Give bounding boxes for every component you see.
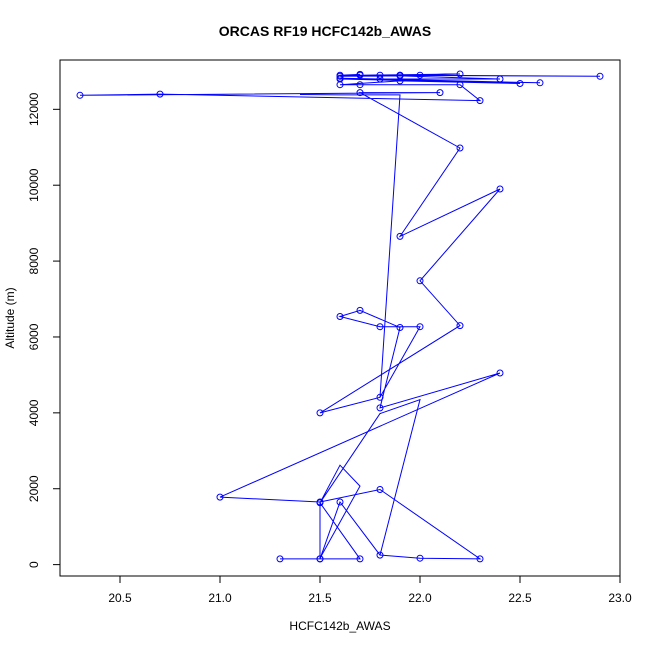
data-point [416,554,424,562]
y-tick-label: 10000 [27,168,41,202]
data-point [416,323,424,331]
data-point [416,71,424,79]
y-tick-label: 0 [27,561,41,568]
y-tick-label: 4000 [27,399,41,426]
chart-title: ORCAS RF19 HCFC142b_AWAS [219,23,431,39]
y-tick-label: 2000 [27,475,41,502]
data-point [416,277,424,285]
data-point [516,80,524,87]
data-point [336,498,344,506]
data-point [356,81,364,89]
data-point [276,555,284,563]
data-point [316,555,324,563]
data-point [456,322,464,330]
data-point [476,97,484,105]
data-point [376,323,384,331]
series-line [79,73,601,560]
x-tick-label: 23.0 [608,591,632,605]
y-tick-label: 6000 [27,323,41,350]
data-point [396,71,404,79]
data-point [336,74,344,82]
data-point [316,498,324,506]
x-axis: 20.5 21.0 21.5 22.0 22.5 23.0 [108,576,632,605]
data-point [456,81,464,89]
data-point [376,75,384,83]
series-connector-line [319,398,421,559]
data-point [376,551,384,559]
data-point [356,306,364,314]
data-point [376,71,384,79]
plot-frame [59,59,621,577]
data-point [496,185,504,193]
x-tick-label: 22.0 [408,591,432,605]
x-tick-label: 21.5 [308,591,332,605]
data-point [356,555,364,563]
x-tick-label: 22.5 [508,591,532,605]
data-point [536,79,544,87]
data-point [376,486,384,493]
y-axis-label: Altitude (m) [3,287,17,348]
data-point [596,72,604,80]
data-point [396,232,404,240]
data-point [456,70,464,78]
data-point [496,369,504,377]
series-connector-line [299,94,401,398]
data-point [436,89,444,97]
y-tick-label: 8000 [27,247,41,274]
data-point [496,75,504,83]
x-tick-label: 21.0 [208,591,232,605]
data-point [156,90,164,98]
data-point [336,71,344,79]
y-tick-label: 12000 [27,92,41,126]
data-point [356,70,364,78]
series-layer [76,70,604,563]
data-point [336,313,344,320]
data-point [396,324,404,331]
data-point [356,89,364,97]
y-axis: 0 2000 4000 6000 8000 10000 12000 [27,92,60,568]
data-point [316,409,324,417]
data-point [376,404,384,412]
data-point [76,91,84,99]
x-tick-label: 20.5 [108,591,132,605]
data-point [216,493,224,501]
data-point [476,555,484,563]
data-point [376,393,384,401]
data-point [456,144,464,152]
x-axis-label: HCFC142b_AWAS [289,619,390,633]
